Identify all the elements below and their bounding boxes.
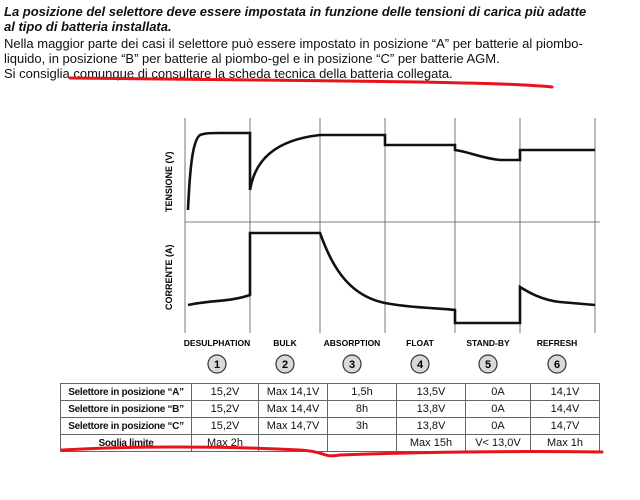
table-cell: 0A (465, 383, 531, 401)
phase-number-6: 6 (554, 359, 560, 371)
table-cell: 14,4V (530, 400, 600, 418)
table-cell: 15,2V (191, 400, 259, 418)
lead-line-1: La posizione del selettore deve essere i… (4, 4, 587, 19)
table-cell: 0A (465, 417, 531, 435)
phase-number-4: 4 (417, 359, 424, 371)
row-label: Selettore in posizione “A” (60, 383, 192, 401)
phase-number-badge (547, 354, 567, 374)
table-cell: Max 14,7V (258, 417, 328, 435)
table-cell: 15,2V (191, 383, 259, 401)
table-cell: 1,5h (327, 383, 397, 401)
phase-label-absorption: ABSORPTION (324, 338, 381, 348)
current-axis-label: CORRENTE (A) (164, 245, 174, 311)
table-cell: 13,8V (396, 417, 466, 435)
phase-label-float: FLOAT (406, 338, 435, 348)
phase-number-badge (275, 354, 295, 374)
row-label: Selettore in posizione “B” (60, 400, 192, 418)
current-curve (187, 231, 596, 325)
table-cell: Max 2h (191, 434, 259, 452)
phase-number-badge (342, 354, 362, 374)
phase-number-3: 3 (349, 359, 355, 371)
body-line-2: liquido, in posizione “B” per batterie a… (4, 51, 500, 66)
row-label: Selettore in posizione “C” (60, 417, 192, 435)
lead-line-2: al tipo di batteria installata. (4, 19, 172, 34)
intro-text: La posizione del selettore deve essere i… (4, 4, 632, 81)
phase-number-badge (207, 354, 227, 374)
table-cell: 15,2V (191, 417, 259, 435)
phase-number-badge (410, 354, 430, 374)
table-row: Soglia limite Max 2h Max 15h V< 13,0V Ma… (60, 434, 600, 452)
table-cell (327, 434, 397, 452)
voltage-axis-label: TENSIONE (V) (164, 151, 174, 212)
lead-paragraph: La posizione del selettore deve essere i… (4, 4, 632, 34)
table-cell: 3h (327, 417, 397, 435)
phase-label-refresh: REFRESH (537, 338, 578, 348)
phase-number-5: 5 (485, 359, 491, 371)
charge-diagram: TENSIONE (V) CORRENTE (A) DESULPHATION B… (164, 118, 600, 374)
phase-label-bulk: BULK (273, 338, 297, 348)
table-cell: Max 14,1V (258, 383, 328, 401)
table-cell: Max 15h (396, 434, 466, 452)
phase-label-desulphation: DESULPHATION (184, 338, 250, 348)
table-cell: 8h (327, 400, 397, 418)
row-label: Soglia limite (60, 434, 192, 452)
phase-number-1: 1 (214, 359, 220, 371)
table-cell: 13,5V (396, 383, 466, 401)
table-cell: Max 1h (530, 434, 600, 452)
table-row: Selettore in posizione “B” 15,2V Max 14,… (60, 400, 600, 418)
table-cell: 14,7V (530, 417, 600, 435)
phase-number-badge (478, 354, 498, 374)
voltage-curve (186, 131, 595, 211)
table-cell: V< 13,0V (465, 434, 531, 452)
table-cell: 13,8V (396, 400, 466, 418)
table-cell: Max 14,4V (258, 400, 328, 418)
settings-table: Selettore in posizione “A” 15,2V Max 14,… (60, 383, 600, 452)
table-row: Selettore in posizione “A” 15,2V Max 14,… (60, 383, 600, 401)
body-paragraph: Nella maggior parte dei casi il selettor… (4, 36, 632, 81)
table-cell (258, 434, 328, 452)
table-cell: 14,1V (530, 383, 600, 401)
phase-number-2: 2 (282, 359, 288, 371)
body-line-1: Nella maggior parte dei casi il selettor… (4, 36, 583, 51)
table-row: Selettore in posizione “C” 15,2V Max 14,… (60, 417, 600, 435)
phase-label-standby: STAND-BY (466, 338, 510, 348)
table-cell: 0A (465, 400, 531, 418)
